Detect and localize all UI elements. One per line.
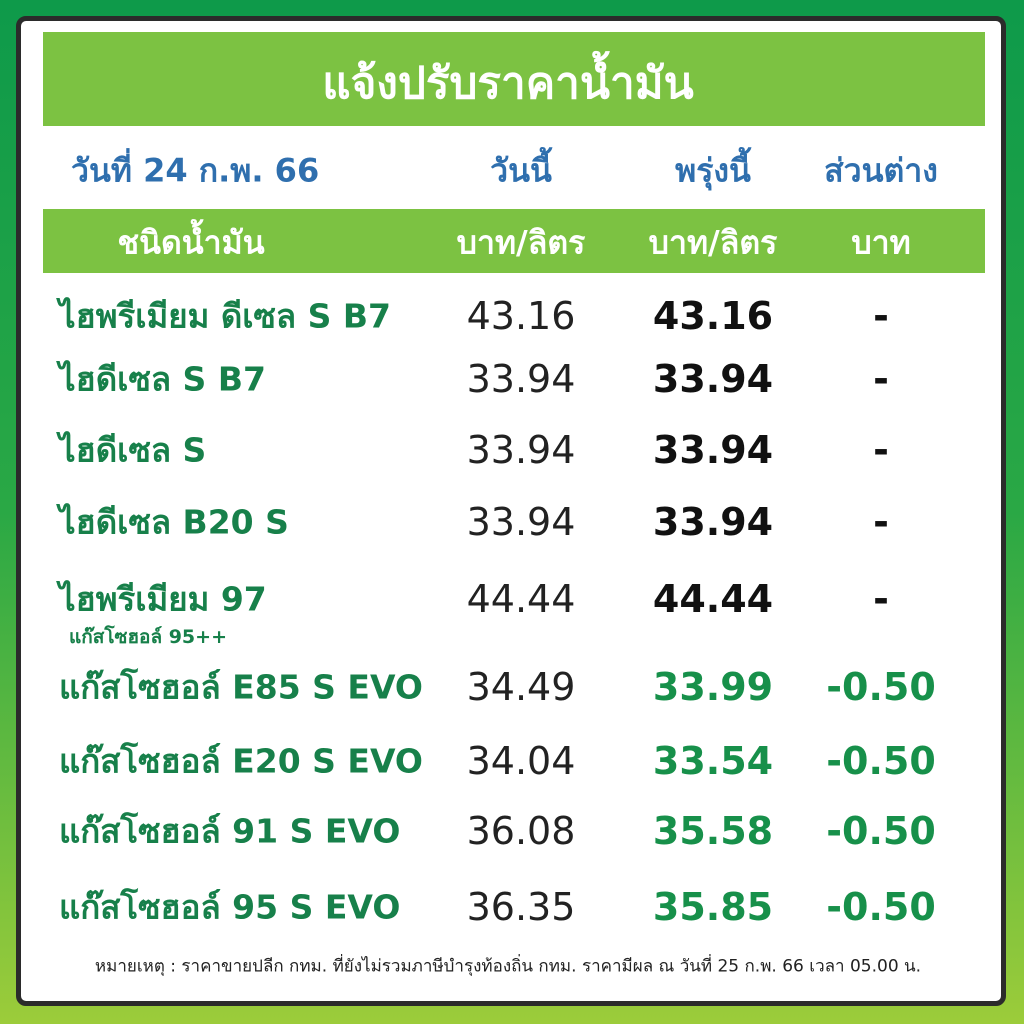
price-diff: -	[873, 357, 889, 401]
price-today: 44.44	[466, 577, 576, 621]
note: หมายเหตุ : ราคาขายปลีก กทม. ที่ยังไม่รวม…	[94, 956, 922, 977]
unit-header: บาท/ลิตร	[456, 223, 586, 262]
column-header: วันนี้	[490, 151, 552, 190]
price-diff: -0.50	[826, 665, 936, 709]
fuel-name: ไฮดีเซล S	[59, 430, 207, 470]
fuel-name: ไฮดีเซล B20 S	[59, 502, 289, 542]
price-diff: -	[873, 428, 889, 472]
unit-header: ชนิดน้ำมัน	[117, 223, 265, 262]
fuel-name: แก๊สโซฮอล์ 91 S EVO	[59, 811, 401, 851]
fuel-name: แก๊สโซฮอล์ E20 S EVO	[59, 741, 423, 781]
price-tomorrow: 33.94	[652, 500, 774, 544]
price-today: 36.08	[466, 809, 576, 853]
fuel-name: แก๊สโซฮอล์ E85 S EVO	[59, 667, 423, 707]
unit-bar	[43, 209, 985, 273]
unit-header: บาท	[851, 223, 911, 262]
price-today: 43.16	[466, 294, 576, 338]
price-diff: -0.50	[826, 739, 936, 783]
price-tomorrow: 33.94	[652, 357, 774, 401]
title-bar	[43, 32, 985, 126]
price-today: 33.94	[466, 500, 576, 544]
price-tomorrow: 33.54	[652, 739, 774, 783]
card: แจ้งปรับราคาน้ำมัน วันที่ 24 ก.พ. 66 วันน…	[16, 16, 1006, 1006]
price-tomorrow: 44.44	[652, 577, 774, 621]
date-header: วันที่ 24 ก.พ. 66	[71, 151, 320, 190]
title: แจ้งปรับราคาน้ำมัน	[322, 58, 694, 109]
price-today: 33.94	[466, 428, 576, 472]
price-tomorrow: 33.99	[652, 665, 774, 709]
fuel-name: แก๊สโซฮอล์ 95 S EVO	[59, 887, 401, 927]
price-diff: -	[873, 294, 889, 338]
unit-header: บาท/ลิตร	[648, 223, 778, 262]
column-header: ส่วนต่าง	[824, 151, 938, 190]
price-today: 34.04	[466, 739, 576, 783]
fuel-name: ไฮพรีเมียม 97	[59, 579, 267, 619]
fuel-name: ไฮพรีเมียม ดีเซล S B7	[59, 296, 392, 336]
price-today: 33.94	[466, 357, 576, 401]
price-diff: -	[873, 500, 889, 544]
fuel-subname: แก๊สโซฮอล์ 95++	[69, 626, 227, 648]
price-tomorrow: 33.94	[652, 428, 774, 472]
price-today: 36.35	[466, 885, 576, 929]
price-diff: -0.50	[826, 809, 936, 853]
column-header: พรุ่งนี้	[675, 151, 751, 190]
price-today: 34.49	[466, 665, 576, 709]
price-tomorrow: 43.16	[652, 294, 774, 338]
fuel-name: ไฮดีเซล S B7	[59, 359, 266, 399]
price-tomorrow: 35.58	[652, 809, 774, 853]
price-diff: -	[873, 577, 889, 621]
price-tomorrow: 35.85	[652, 885, 774, 929]
price-diff: -0.50	[826, 885, 936, 929]
